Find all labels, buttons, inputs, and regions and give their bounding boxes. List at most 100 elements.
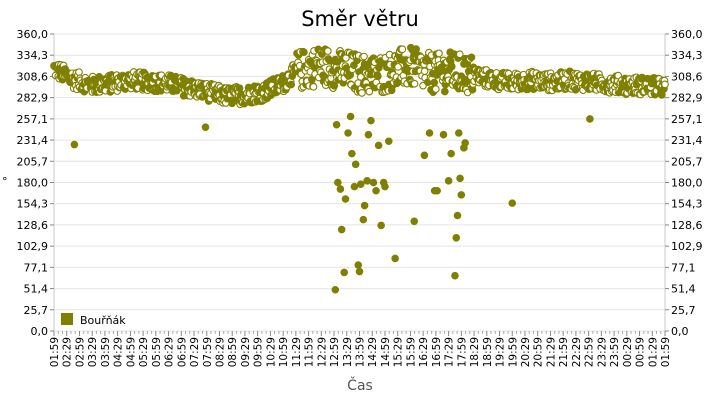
data-point — [456, 174, 464, 183]
data-point — [454, 129, 463, 137]
x-tick-label: 23:29 — [596, 337, 608, 367]
data-point — [467, 53, 476, 62]
data-point — [235, 84, 244, 93]
data-point — [363, 177, 371, 185]
x-tick-label: 06:59 — [176, 337, 188, 367]
data-point — [394, 63, 402, 71]
legend-label: Bouřňák — [80, 314, 126, 327]
x-tick-label: 03:59 — [100, 337, 112, 367]
x-tick-label: 05:29 — [138, 337, 150, 367]
data-point — [358, 89, 366, 97]
x-axis-ticks: 01:59 02:29 02:59 03:29 03:59 04:29 04:59 05:29… — [49, 331, 672, 367]
data-points — [50, 43, 669, 294]
y-tick-label: 51,4 — [671, 283, 696, 296]
x-tick-label: 11:59 — [304, 337, 316, 367]
y-tick-label: 231,4 — [671, 134, 703, 147]
y-tick-label: 360,0 — [17, 28, 49, 41]
x-tick-label: 14:29 — [367, 337, 379, 367]
data-point — [360, 201, 369, 210]
x-tick-label: 12:29 — [316, 337, 328, 367]
y-tick-label: 77,1 — [24, 261, 49, 274]
legend-swatch — [61, 313, 73, 325]
y-tick-label: 257,1 — [17, 113, 49, 126]
data-point — [453, 211, 462, 220]
x-tick-label: 01:59 — [660, 337, 672, 367]
x-tick-label: 01:29 — [647, 337, 659, 367]
data-point — [377, 221, 385, 230]
data-point — [420, 151, 429, 160]
data-point — [70, 140, 79, 149]
y-tick-label: 282,9 — [671, 92, 703, 105]
y-tick-label: 154,3 — [671, 198, 703, 211]
x-tick-label: 19:59 — [507, 337, 519, 367]
legend: Bouřňák — [61, 313, 126, 327]
y-axis-right-ticks: 0,0 25,7 51,4 77,1 102,9 128,6 154,3 180,0 205,7… — [665, 28, 703, 338]
x-tick-label: 00:59 — [635, 337, 647, 367]
x-tick-label: 18:59 — [482, 337, 494, 367]
x-tick-label: 10:59 — [278, 337, 290, 367]
data-point — [425, 129, 434, 137]
x-tick-label: 23:59 — [609, 337, 621, 367]
x-tick-label: 22:29 — [571, 337, 583, 367]
data-point — [452, 233, 461, 242]
x-tick-label: 17:29 — [444, 337, 456, 367]
y-tick-label: 128,6 — [671, 219, 703, 232]
data-point — [365, 87, 374, 96]
data-point — [410, 217, 419, 226]
data-point — [373, 72, 382, 81]
y-tick-label: 205,7 — [17, 155, 49, 168]
data-point — [508, 199, 517, 207]
x-tick-label: 19:29 — [495, 337, 507, 367]
data-point — [372, 186, 380, 195]
data-point — [341, 195, 350, 203]
x-tick-label: 21:29 — [545, 337, 557, 367]
data-point — [461, 139, 469, 147]
y-tick-label: 334,3 — [17, 49, 49, 62]
data-point — [457, 191, 466, 199]
data-point — [381, 182, 389, 191]
x-tick-label: 01:59 — [49, 337, 61, 367]
y-tick-label: 25,7 — [24, 304, 49, 317]
y-tick-label: 0,0 — [31, 325, 49, 338]
x-tick-label: 18:29 — [469, 337, 481, 367]
x-tick-label: 05:59 — [151, 337, 163, 367]
data-point — [360, 52, 368, 61]
x-tick-label: 12:59 — [329, 337, 341, 367]
x-tick-label: 00:29 — [622, 337, 634, 367]
data-point — [369, 178, 378, 187]
x-tick-label: 20:29 — [520, 337, 532, 367]
data-point — [455, 50, 464, 59]
data-point — [336, 185, 345, 193]
y-tick-label: 51,4 — [24, 283, 49, 296]
data-point — [330, 81, 339, 90]
y-tick-label: 154,3 — [17, 198, 49, 211]
x-tick-label: 22:59 — [584, 337, 596, 367]
data-point — [430, 78, 439, 87]
x-tick-label: 08:59 — [227, 337, 239, 367]
y-axis-left-ticks: 0,0 25,7 51,4 77,1 102,9 128,6 154,3 180,0 205,7… — [17, 28, 54, 338]
x-axis-title: Čas — [347, 376, 373, 394]
data-point — [447, 149, 455, 158]
x-tick-label: 04:29 — [113, 337, 125, 367]
x-tick-label: 15:59 — [405, 337, 417, 367]
data-point — [355, 267, 364, 276]
y-tick-label: 360,0 — [671, 28, 703, 41]
x-tick-label: 07:29 — [189, 337, 201, 367]
data-point — [431, 85, 440, 93]
y-tick-label: 205,7 — [671, 155, 703, 168]
data-point — [451, 271, 459, 280]
x-tick-label: 20:59 — [533, 337, 545, 367]
data-point — [351, 160, 360, 169]
data-point — [340, 268, 349, 277]
data-point — [367, 116, 375, 125]
y-tick-label: 308,6 — [17, 70, 49, 83]
data-point — [287, 80, 296, 89]
data-point — [356, 180, 365, 188]
chart-title: Směr větru — [301, 7, 419, 31]
y-tick-label: 25,7 — [671, 304, 696, 317]
data-point — [332, 120, 341, 129]
data-point — [346, 112, 355, 121]
x-tick-label: 11:29 — [291, 337, 303, 367]
x-tick-label: 16:59 — [431, 337, 443, 367]
